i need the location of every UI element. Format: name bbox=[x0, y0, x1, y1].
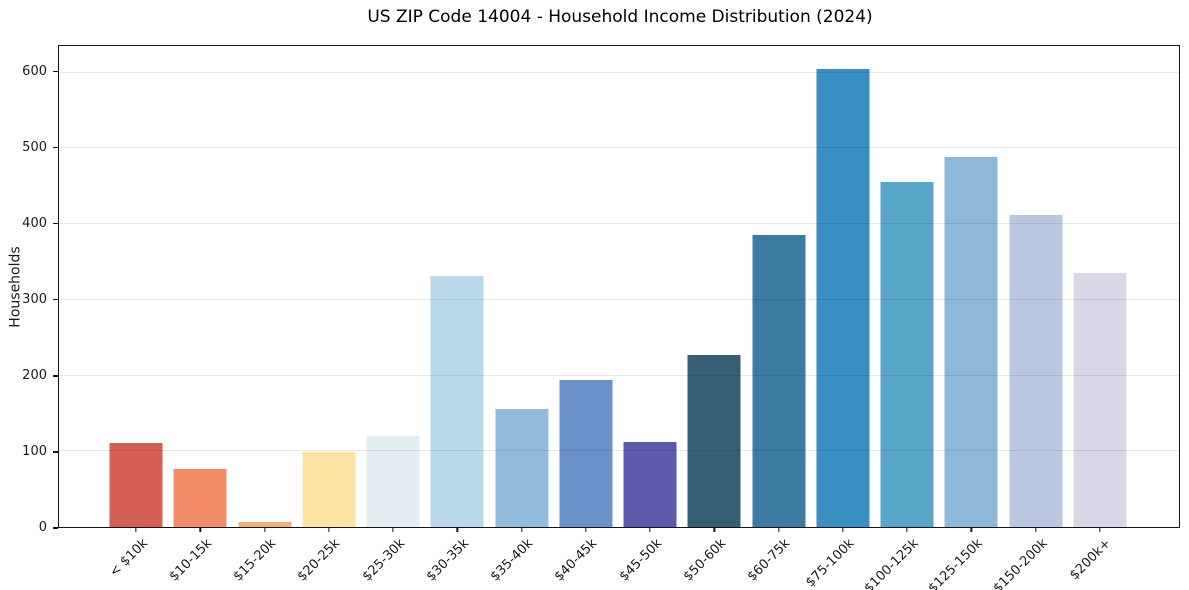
bar-10 bbox=[752, 234, 806, 527]
x-tick-mark bbox=[906, 527, 908, 532]
category-slot-13: $125-150k bbox=[926, 46, 1003, 590]
x-tick-label: $75-100k bbox=[803, 536, 858, 590]
bar-15 bbox=[1073, 273, 1127, 527]
x-tick-mark bbox=[456, 527, 459, 532]
x-tick-mark bbox=[585, 527, 587, 532]
category-slot-2: $15-20k bbox=[231, 46, 297, 584]
gridline-100 bbox=[59, 450, 1179, 452]
category-slot-8: $45-50k bbox=[616, 46, 682, 584]
x-tick-mark bbox=[1034, 527, 1037, 532]
category-slot-5: $30-35k bbox=[423, 46, 489, 584]
x-tick-label: $35-40k bbox=[487, 536, 537, 585]
category-slot-14: $150-200k bbox=[990, 46, 1068, 590]
category-slot-9: $50-60k bbox=[680, 46, 746, 584]
bar-3 bbox=[302, 452, 356, 527]
chart-title: US ZIP Code 14004 - Household Income Dis… bbox=[367, 7, 873, 27]
bar-4 bbox=[366, 436, 420, 527]
x-tick-label: $45-50k bbox=[616, 536, 665, 585]
category-slot-1: $10-15k bbox=[166, 46, 232, 584]
category-slot-6: $35-40k bbox=[488, 46, 554, 584]
bar-11 bbox=[816, 68, 870, 527]
x-tick-mark bbox=[1099, 527, 1101, 532]
bar-8 bbox=[623, 442, 677, 527]
category-slot-12: $100-125k bbox=[862, 46, 939, 590]
x-tick-label: $40-45k bbox=[551, 536, 601, 585]
category-slot-11: $75-100k bbox=[803, 46, 875, 590]
bar-12 bbox=[880, 181, 934, 527]
x-tick-label: < $10k bbox=[106, 536, 151, 581]
category-slot-4: $25-30k bbox=[359, 46, 425, 584]
x-tick-mark bbox=[970, 527, 973, 532]
x-tick-mark bbox=[777, 527, 780, 532]
x-tick-mark bbox=[135, 527, 137, 532]
x-tick-label: $25-30k bbox=[359, 536, 408, 585]
bar-2 bbox=[238, 522, 292, 527]
x-tick-label: $125-150k bbox=[925, 536, 986, 590]
y-axis-label-wrap: Households bbox=[0, 45, 32, 528]
bar-5 bbox=[430, 276, 484, 527]
bar-9 bbox=[687, 355, 741, 527]
bar-6 bbox=[495, 408, 549, 527]
x-tick-mark bbox=[713, 527, 716, 532]
x-tick-mark bbox=[328, 527, 330, 532]
category-slot-3: $20-25k bbox=[295, 46, 361, 584]
gridline-400 bbox=[59, 223, 1179, 225]
gridline-600 bbox=[59, 71, 1179, 73]
y-axis-label: Households bbox=[8, 245, 25, 328]
x-tick-mark bbox=[263, 527, 266, 532]
category-slot-0: < $10k bbox=[104, 46, 168, 580]
category-slot-7: $40-45k bbox=[552, 46, 618, 584]
x-tick-label: $200k+ bbox=[1067, 536, 1115, 584]
x-tick-label: $50-60k bbox=[680, 536, 729, 585]
bar-13 bbox=[944, 157, 998, 527]
x-tick-mark bbox=[392, 527, 394, 532]
gridline-500 bbox=[59, 147, 1179, 149]
gridline-200 bbox=[59, 374, 1179, 376]
gridline-300 bbox=[59, 298, 1179, 300]
category-slot-15: $200k+ bbox=[1067, 46, 1132, 583]
bar-7 bbox=[559, 380, 613, 527]
x-tick-label: $10-15k bbox=[166, 536, 215, 585]
x-tick-label: $60-75k bbox=[744, 536, 794, 585]
x-tick-mark bbox=[199, 527, 202, 532]
bars-strip: < $10k $10-15k $15-20k $20-25k $25-30k $30-35… bbox=[104, 46, 1132, 590]
x-tick-label: $100-125k bbox=[861, 536, 922, 590]
bar-1 bbox=[173, 468, 227, 527]
x-tick-label: $30-35k bbox=[423, 536, 472, 585]
x-tick-label: $150-200k bbox=[990, 536, 1051, 590]
bar-14 bbox=[1009, 214, 1063, 527]
x-tick-mark bbox=[842, 527, 844, 532]
x-tick-label: $20-25k bbox=[294, 536, 344, 585]
category-slot-10: $60-75k bbox=[745, 46, 811, 584]
x-tick-label: $15-20k bbox=[230, 536, 280, 585]
plot-area: < $10k $10-15k $15-20k $20-25k $25-30k $30-35… bbox=[58, 45, 1180, 590]
x-tick-mark bbox=[520, 527, 523, 532]
x-tick-mark bbox=[649, 527, 651, 532]
bar-0 bbox=[109, 442, 163, 527]
